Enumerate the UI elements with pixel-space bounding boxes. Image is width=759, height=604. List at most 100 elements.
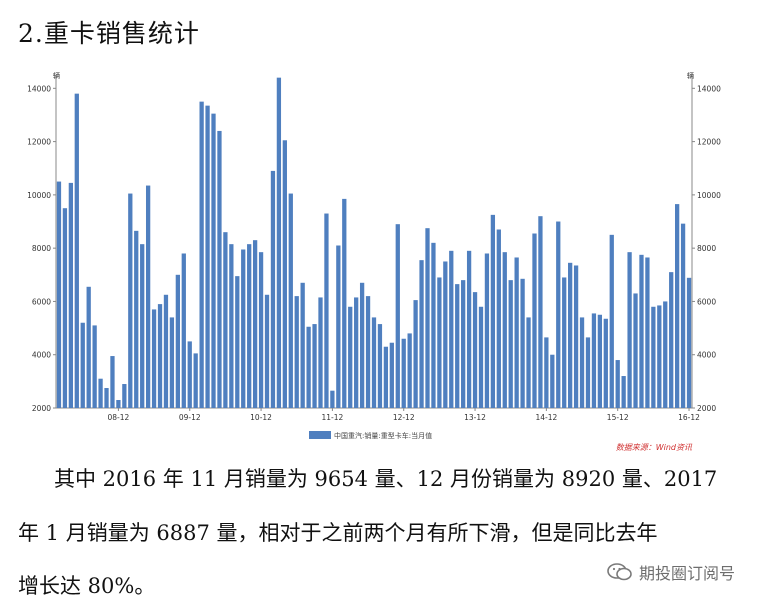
bar <box>371 317 377 408</box>
bar <box>163 294 169 408</box>
bar <box>651 306 656 408</box>
bar <box>455 284 460 408</box>
bar <box>68 182 73 408</box>
bar <box>657 305 662 408</box>
left-tick-label: 14000 <box>27 84 51 93</box>
bar <box>205 105 210 408</box>
right-unit-label: 辆 <box>687 71 694 80</box>
bar <box>86 286 91 408</box>
bar <box>609 234 614 408</box>
left-tick-label: 10000 <box>27 191 51 200</box>
left-axis-ticks: 2000 4000 6000 8000 10000 12000 14000 <box>27 84 56 413</box>
bar <box>544 337 549 408</box>
bar <box>116 400 121 408</box>
bar <box>680 223 686 408</box>
bar <box>318 297 323 408</box>
bar <box>443 261 448 408</box>
bar <box>306 326 311 408</box>
bar <box>490 214 496 408</box>
bar <box>92 325 97 408</box>
bar <box>502 252 507 408</box>
bar <box>330 390 335 408</box>
bar <box>211 113 216 408</box>
section-heading: 2.重卡销售统计 <box>18 19 200 48</box>
bar <box>627 252 632 408</box>
bar <box>591 313 597 408</box>
right-tick-label: 10000 <box>697 191 721 200</box>
bar <box>229 244 234 408</box>
bar <box>359 282 365 408</box>
bar <box>175 274 180 408</box>
left-unit-label: 辆 <box>53 71 60 80</box>
bar <box>532 233 537 408</box>
bar <box>74 93 79 409</box>
bar <box>134 230 139 408</box>
bar <box>621 376 626 408</box>
bar <box>573 265 579 408</box>
bar <box>484 253 490 408</box>
bar <box>98 378 103 408</box>
bar <box>538 216 543 408</box>
bars-group <box>56 77 692 409</box>
bar <box>686 277 692 408</box>
legend-swatch <box>309 431 331 439</box>
bar <box>669 272 674 408</box>
bar <box>217 130 222 408</box>
bar <box>235 276 240 408</box>
bar <box>645 257 650 408</box>
bar <box>383 346 389 408</box>
bar <box>514 257 519 408</box>
bar <box>56 181 62 408</box>
bar <box>247 244 252 408</box>
left-tick-label: 6000 <box>32 297 51 306</box>
paragraph-line-2: 年 1 月销量为 6887 量，相对于之前两个月有所下滑，但是同比去年 <box>18 521 658 545</box>
bar <box>663 301 668 408</box>
bar <box>324 213 329 408</box>
right-tick-label: 4000 <box>697 351 716 360</box>
bar <box>252 240 258 408</box>
x-tick-label: 15-12 <box>607 413 629 422</box>
bar <box>354 297 359 408</box>
bar <box>241 249 246 408</box>
bar <box>615 360 620 408</box>
bar <box>264 294 270 408</box>
bar <box>449 250 454 408</box>
bar <box>520 278 525 408</box>
source-label: 数据来源：Wind资讯 <box>616 443 693 452</box>
bar <box>276 77 282 408</box>
bar <box>526 317 531 408</box>
bar <box>633 293 638 408</box>
bar <box>342 198 347 408</box>
bar <box>413 300 418 408</box>
legend-label: 中国重汽:销量:重型卡车:当月值 <box>334 431 432 440</box>
paragraph-line-3: 增长达 80%。 <box>18 574 156 598</box>
bar <box>294 296 299 408</box>
bar <box>62 208 68 408</box>
left-tick-label: 4000 <box>32 351 51 360</box>
right-tick-label: 2000 <box>697 404 716 413</box>
right-axis-ticks: 2000 4000 6000 8000 10000 12000 14000 <box>692 84 721 413</box>
right-tick-label: 14000 <box>697 84 721 93</box>
bar <box>585 337 591 408</box>
wechat-icon <box>607 562 633 582</box>
bar <box>407 333 412 408</box>
bar <box>508 280 513 408</box>
bar <box>437 277 442 408</box>
bar <box>199 101 204 408</box>
left-tick-label: 12000 <box>27 138 51 147</box>
bar <box>639 254 644 408</box>
watermark-text: 期投圈订阅号 <box>638 564 735 583</box>
bar <box>223 232 228 408</box>
bar <box>187 341 192 408</box>
bar <box>128 193 133 408</box>
bar <box>348 306 353 408</box>
bar <box>288 193 293 408</box>
x-tick-label: 12-12 <box>393 413 415 422</box>
bar <box>80 322 85 408</box>
bar <box>193 353 198 408</box>
right-tick-label: 12000 <box>697 138 721 147</box>
bar <box>562 277 567 408</box>
bar <box>181 253 186 408</box>
x-tick-label: 13-12 <box>464 413 486 422</box>
